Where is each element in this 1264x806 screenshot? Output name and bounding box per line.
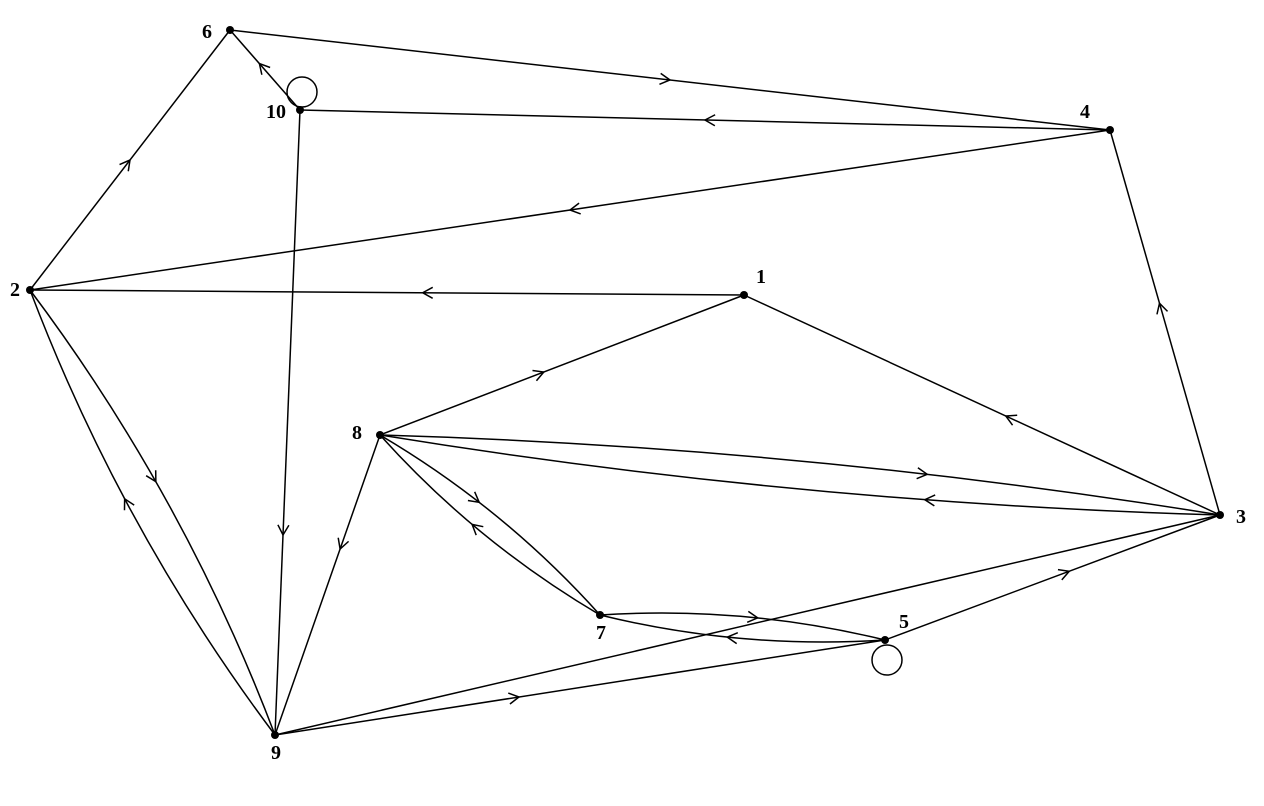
node-label-6: 6 [202, 21, 212, 43]
node-1 [740, 291, 748, 299]
edge-9-3 [275, 515, 1220, 735]
self-loop-5 [872, 645, 902, 675]
node-7 [596, 611, 604, 619]
node-8 [376, 431, 384, 439]
node-label-10: 10 [266, 101, 286, 123]
node-label-3: 3 [1236, 506, 1246, 528]
node-label-5: 5 [899, 611, 909, 633]
edge-3-8 [380, 435, 1220, 515]
node-label-4: 4 [1080, 101, 1090, 123]
self-loop-10 [287, 77, 317, 107]
edge-10-6 [230, 30, 300, 110]
node-label-9: 9 [271, 742, 281, 764]
edge-9-2 [30, 290, 275, 735]
edge-8-3 [380, 435, 1220, 515]
node-6 [226, 26, 234, 34]
edge-5-7 [600, 615, 885, 642]
node-3 [1216, 511, 1224, 519]
edge-8-1 [380, 295, 744, 435]
edge-3-4 [1110, 130, 1220, 515]
node-4 [1106, 126, 1114, 134]
node-5 [881, 636, 889, 644]
edge-5-3 [885, 515, 1220, 640]
node-label-2: 2 [10, 279, 20, 301]
edge-2-9 [30, 290, 275, 735]
node-2 [26, 286, 34, 294]
node-label-8: 8 [352, 422, 362, 444]
edges-group [30, 30, 1220, 735]
edge-1-2 [30, 290, 744, 295]
node-9 [271, 731, 279, 739]
edge-8-9 [275, 435, 380, 735]
node-label-7: 7 [596, 622, 606, 644]
edge-10-9 [275, 110, 300, 735]
edge-3-1 [744, 295, 1220, 515]
edge-9-5 [275, 640, 885, 735]
node-10 [296, 106, 304, 114]
node-label-1: 1 [756, 266, 766, 288]
graph-diagram: 1 2 3 4 5 6 7 8 9 10 [0, 0, 1264, 806]
